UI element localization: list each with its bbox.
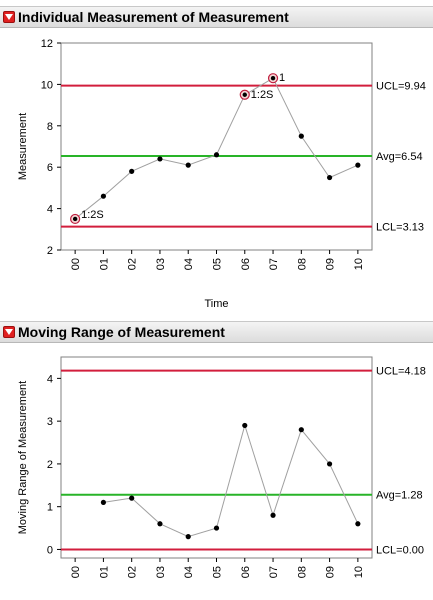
moving-range-data-point bbox=[242, 422, 248, 429]
individual-xtick-label: 08 bbox=[296, 258, 308, 270]
individual-xtick-label: 00 bbox=[70, 258, 82, 270]
moving-range-xtick-label: 03 bbox=[155, 566, 167, 578]
moving-range-lcl-label: LCL=0.00 bbox=[376, 544, 424, 556]
individual-y-axis-title: Measurement bbox=[17, 113, 29, 180]
individual-data-point bbox=[213, 152, 220, 158]
moving-range-xtick-label: 05 bbox=[212, 566, 224, 578]
individual-xtick-label: 07 bbox=[268, 258, 280, 270]
individual-flag-label: 1:2S bbox=[81, 209, 104, 221]
individual-x-axis-title: Time bbox=[204, 298, 228, 310]
moving-range-data-point bbox=[157, 521, 163, 527]
individual-flag-label: 1:2S bbox=[251, 89, 274, 101]
moving-range-ytick-label: 3 bbox=[47, 416, 53, 428]
moving-range-xtick-label: 01 bbox=[98, 566, 110, 578]
individual-xtick-label: 10 bbox=[353, 258, 365, 270]
individual-xtick-label: 02 bbox=[127, 258, 139, 270]
individual-xtick-label: 09 bbox=[325, 258, 337, 270]
moving-range-data-point bbox=[298, 427, 304, 433]
moving-range-xtick-label: 04 bbox=[183, 566, 195, 578]
individual-data-point bbox=[355, 162, 361, 168]
individual-chart-title: Individual Measurement of Measurement bbox=[18, 9, 289, 25]
individual-xtick-label: 03 bbox=[155, 258, 167, 270]
individual-data-point bbox=[326, 174, 333, 181]
moving-range-xtick-label: 10 bbox=[353, 566, 365, 578]
individual-ytick-label: 8 bbox=[47, 121, 53, 133]
moving-range-data-point bbox=[355, 521, 361, 527]
individual-plot-frame bbox=[60, 42, 373, 251]
moving-range-ucl-label: UCL=4.18 bbox=[376, 366, 426, 378]
individual-ytick-label: 2 bbox=[47, 245, 53, 257]
individual-ytick-label: 4 bbox=[47, 204, 53, 216]
moving-range-xtick-label: 09 bbox=[325, 566, 337, 578]
moving-range-data-point bbox=[326, 461, 333, 467]
individual-xtick-label: 05 bbox=[212, 258, 224, 270]
individual-flagged-point bbox=[242, 92, 247, 97]
individual-ytick-label: 6 bbox=[47, 162, 53, 174]
disclosure-triangle-icon[interactable] bbox=[3, 11, 15, 23]
individual-xtick-label: 04 bbox=[183, 258, 195, 270]
individual-flagged-point bbox=[270, 75, 276, 81]
moving-range-series-line bbox=[103, 423, 359, 538]
individual-chart-header: Individual Measurement of Measurement bbox=[0, 6, 433, 28]
moving-range-ytick-label: 4 bbox=[47, 373, 53, 385]
moving-range-data-point bbox=[270, 512, 276, 518]
individual-lcl-label: LCL=3.13 bbox=[376, 222, 424, 234]
moving-range-ytick-label: 2 bbox=[47, 459, 53, 471]
individual-flag-label: 1 bbox=[279, 72, 285, 84]
moving-range-chart-title: Moving Range of Measurement bbox=[18, 324, 225, 340]
moving-range-ytick-label: 0 bbox=[47, 544, 53, 556]
moving-range-data-point bbox=[100, 499, 107, 506]
individual-data-point bbox=[129, 168, 135, 174]
moving-range-xtick-label: 06 bbox=[240, 566, 252, 578]
individual-ucl-label: UCL=9.94 bbox=[376, 81, 426, 93]
individual-data-point bbox=[100, 193, 107, 199]
individual-xtick-label: 06 bbox=[240, 258, 252, 270]
moving-range-ytick-label: 1 bbox=[47, 502, 53, 514]
individual-ytick-label: 10 bbox=[41, 79, 53, 91]
moving-range-y-axis-title: Moving Range of Measurement bbox=[17, 381, 29, 534]
individual-flagged-point bbox=[72, 216, 78, 222]
moving-range-xtick-label: 08 bbox=[296, 566, 308, 578]
moving-range-xtick-label: 07 bbox=[268, 566, 280, 578]
individual-ytick-label: 12 bbox=[41, 38, 53, 50]
moving-range-avg-label: Avg=1.28 bbox=[376, 490, 423, 502]
moving-range-xtick-label: 00 bbox=[70, 566, 82, 578]
moving-range-plot-frame bbox=[60, 356, 373, 559]
individual-avg-label: Avg=6.54 bbox=[376, 151, 423, 163]
individual-data-point bbox=[185, 162, 191, 168]
individual-xtick-label: 01 bbox=[98, 258, 110, 270]
individual-measurement-chart: 2 4 6 8 10 12 00 01 02 03 04 05 06 07 08 09 10 UCL=9.94 Av… bbox=[17, 38, 426, 310]
moving-range-xtick-label: 02 bbox=[127, 566, 139, 578]
moving-range-data-point bbox=[213, 525, 220, 531]
moving-range-data-point bbox=[185, 534, 191, 540]
individual-data-point bbox=[157, 156, 163, 162]
moving-range-chart-header: Moving Range of Measurement bbox=[0, 321, 433, 343]
individual-data-point bbox=[298, 133, 304, 139]
disclosure-triangle-icon[interactable] bbox=[3, 326, 15, 338]
moving-range-data-point bbox=[129, 495, 135, 501]
